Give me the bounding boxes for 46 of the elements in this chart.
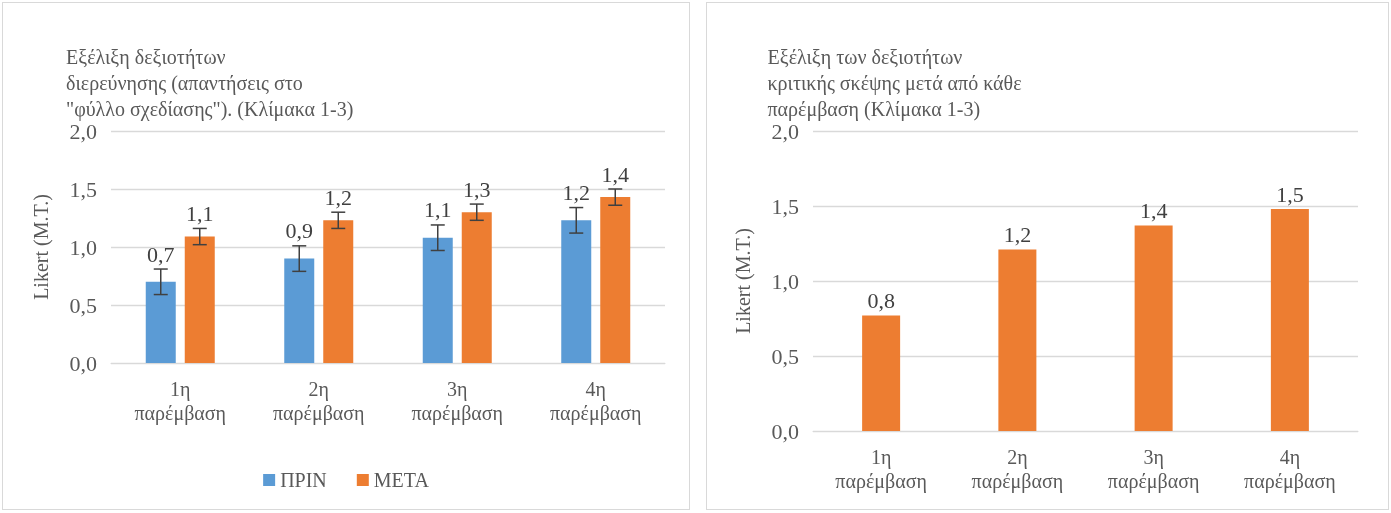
y-tick-label: 1,0: [771, 268, 799, 294]
x-tick-label: 2η παρέμβαση: [272, 378, 365, 425]
bar: [998, 249, 1037, 431]
x-tick-label: 3η παρέμβαση: [1107, 446, 1200, 493]
data-label: 1,2: [1003, 222, 1032, 247]
bar: [323, 220, 354, 363]
y-tick-label: 1,5: [69, 176, 97, 202]
data-label: 0,9: [285, 218, 313, 244]
bar: [862, 315, 901, 431]
bar: [1134, 225, 1173, 431]
bar: [561, 220, 592, 363]
data-label: 1,1: [424, 197, 452, 223]
data-label: 1,3: [463, 176, 491, 202]
bar: [145, 281, 176, 363]
x-tick-label: 4η παρέμβαση: [549, 378, 642, 425]
y-axis-title: Likert (M.T.): [30, 194, 53, 300]
bar: [1270, 209, 1309, 431]
bar: [422, 237, 453, 363]
y-tick-label: 0,0: [69, 350, 97, 376]
data-label: 1,5: [1276, 181, 1304, 207]
legend-label: ΜΕΤΑ: [373, 469, 430, 491]
data-label: 1,2: [324, 184, 352, 210]
y-tick-label: 1,0: [69, 234, 97, 260]
x-tick-label: 2η παρέμβαση: [971, 446, 1064, 493]
bar: [184, 236, 215, 363]
data-label: 0,7: [147, 241, 175, 267]
legend-label: ΠΡΙΝ: [280, 469, 327, 491]
x-tick-label: 4η παρέμβαση: [1244, 446, 1336, 493]
y-axis-title: Likert (M.T.): [732, 228, 755, 334]
data-label: 1,4: [1139, 198, 1168, 223]
x-tick-label: 1η παρέμβαση: [134, 378, 227, 425]
data-label: 1,1: [186, 200, 214, 226]
y-tick-label: 0,0: [771, 418, 799, 444]
bar: [284, 258, 315, 363]
bar: [600, 197, 631, 363]
chart-title: Εξέλιξη των δεξιοτήτων κριτικής σκέψης μετά από κάθε παρέμβαση (Κλίμακα 1-3): [767, 46, 1027, 121]
data-label: 0,8: [867, 288, 895, 313]
bar: [461, 212, 492, 363]
y-tick-label: 0,5: [771, 343, 799, 369]
y-tick-label: 0,5: [69, 292, 97, 318]
y-tick-label: 1,5: [771, 193, 799, 219]
chart-title: Εξέλιξη δεξιοτήτων διερεύνησης (απαντήσεις στο "φύλλο σχεδίασης"). (Κλίμακα 1-3): [66, 46, 354, 121]
data-label: 1,4: [601, 161, 629, 187]
data-label: 1,2: [562, 180, 590, 206]
x-tick-label: 3η παρέμβαση: [411, 378, 504, 425]
x-tick-label: 1η παρέμβαση: [835, 446, 927, 493]
